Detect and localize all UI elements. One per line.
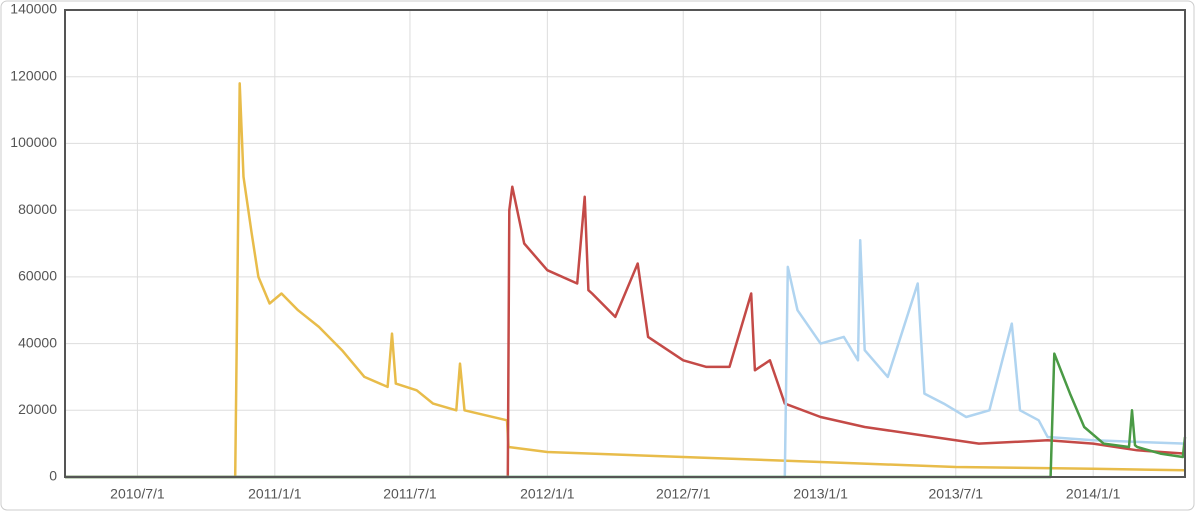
x-tick-label: 2013/1/1 [793,486,848,502]
series-line [65,238,1186,479]
x-tick-label: 2014/1/1 [1066,486,1121,502]
y-tick-label: 80000 [18,201,57,217]
grid [65,9,1185,478]
x-tick-label: 2012/7/1 [656,486,711,502]
x-tick-label: 2013/7/1 [929,486,984,502]
y-tick-label: 40000 [18,334,57,350]
y-tick-label: 60000 [18,268,57,284]
x-tick-label: 2010/7/1 [110,486,165,502]
series-line [65,352,1187,479]
y-tick-label: 100000 [10,134,57,150]
x-tick-label: 2012/1/1 [520,486,575,502]
y-tick-label: 20000 [18,401,57,417]
y-tick-label: 0 [49,468,57,484]
series-line [65,82,1186,479]
x-tick-label: 2011/7/1 [383,486,437,502]
series-line [65,185,1186,479]
x-tick-label: 2011/1/1 [248,486,302,502]
y-tick-label: 120000 [10,67,57,83]
y-tick-label: 140000 [10,1,57,17]
lines [65,82,1187,479]
plot-border [64,9,1186,478]
